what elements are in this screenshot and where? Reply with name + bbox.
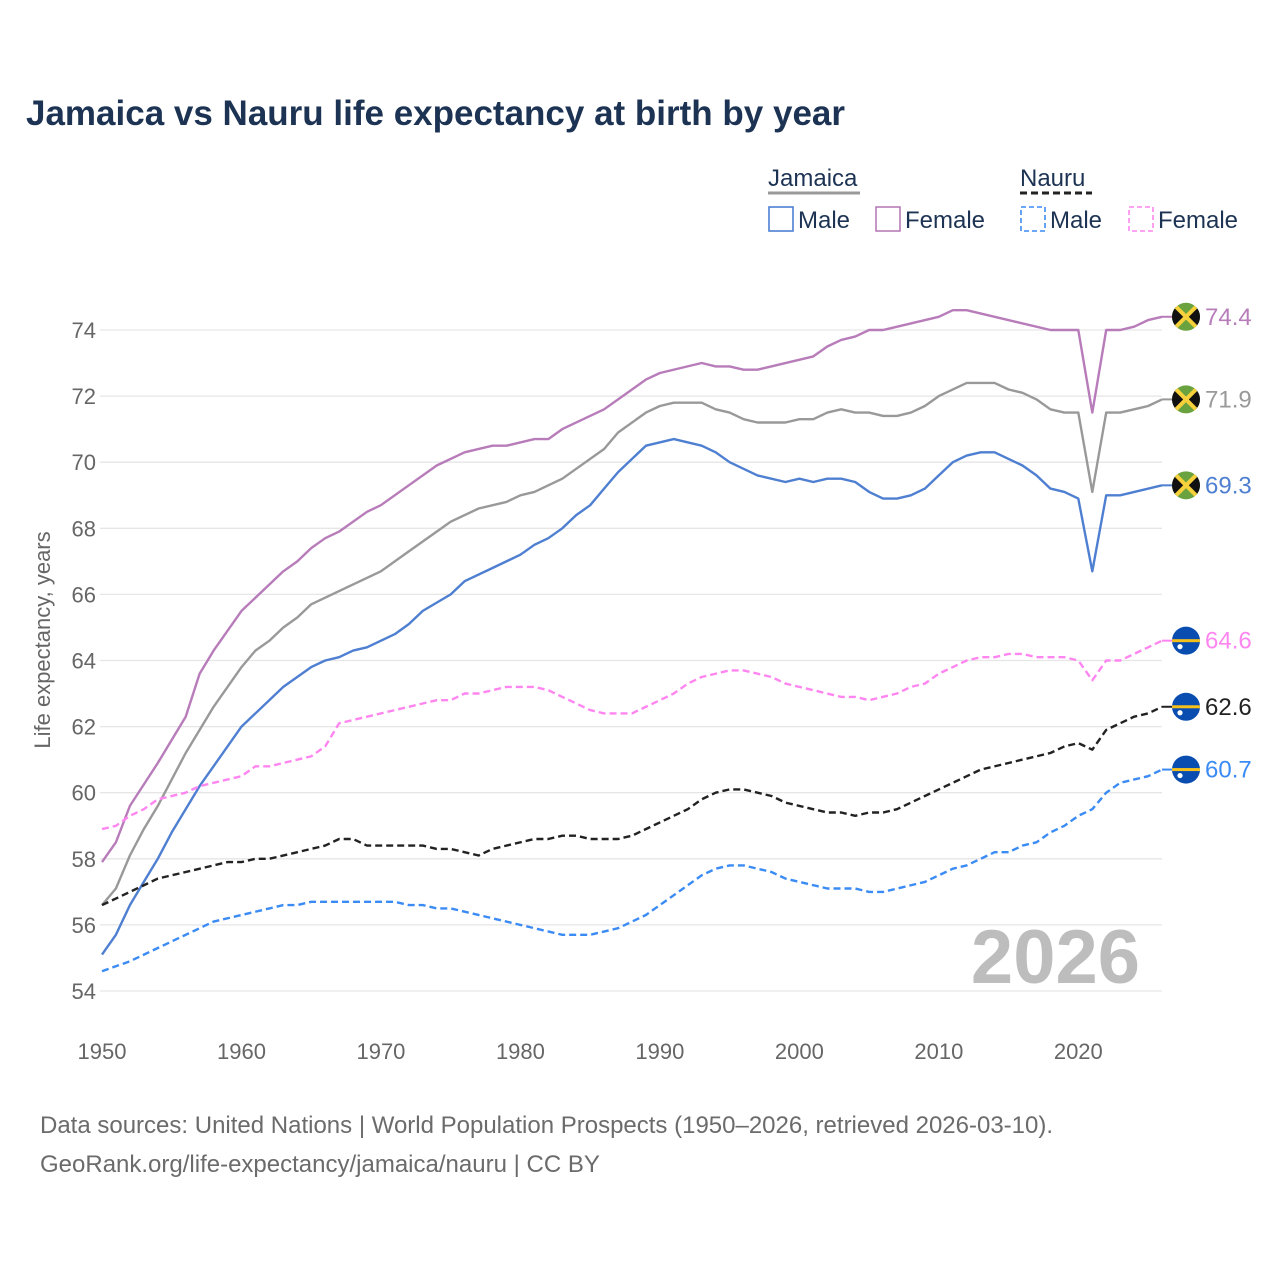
- legend-group-title: Jamaica: [768, 165, 858, 192]
- series-line-jamaica: [101, 381, 1163, 906]
- x-tick-label: 1970: [356, 1039, 405, 1064]
- y-axis-ticks: 54 56 58 60 62 64 66 68 70 72 74: [72, 318, 96, 1004]
- year-watermark: 2026: [971, 915, 1140, 1000]
- x-axis-ticks: 1950 1960 1970 1980 1990 2000 2010 2020: [78, 1039, 1103, 1064]
- gridlines: [100, 329, 1162, 992]
- flag-stripe: [1172, 705, 1200, 709]
- series-line-nauru-female: [101, 639, 1163, 831]
- y-tick-label: 64: [72, 649, 96, 674]
- y-tick-label: 56: [72, 913, 96, 938]
- y-tick-label: 68: [72, 516, 96, 541]
- legend-swatch: [768, 206, 794, 232]
- x-tick-label: 1990: [635, 1039, 684, 1064]
- flag-star: [1177, 772, 1183, 779]
- legend-item-label: Female: [905, 207, 985, 234]
- flag-body: [1172, 626, 1200, 655]
- y-tick-label: 62: [72, 715, 96, 740]
- jamaica-flag-icon: [1172, 471, 1200, 500]
- x-tick-label: 1980: [496, 1039, 545, 1064]
- x-tick-label: 2020: [1054, 1039, 1103, 1064]
- y-tick-label: 54: [72, 979, 96, 1004]
- series-line-jamaica-female: [101, 309, 1163, 863]
- flag-black: [1186, 471, 1200, 500]
- series-line-nauru: [101, 705, 1163, 907]
- source-note: Data sources: United Nations | World Pop…: [40, 1106, 1053, 1184]
- flag-body: [1172, 471, 1200, 500]
- jamaica-flag-icon: [1172, 385, 1200, 414]
- x-tick-label: 2010: [914, 1039, 963, 1064]
- legend-item-label: Male: [798, 207, 850, 234]
- end-value-label: 69.3: [1205, 472, 1252, 499]
- legend-swatch: [1128, 206, 1154, 232]
- y-tick-label: 74: [72, 318, 96, 343]
- x-tick-label: 1950: [78, 1039, 127, 1064]
- y-tick-label: 60: [72, 781, 96, 806]
- x-tick-label: 2000: [775, 1039, 824, 1064]
- y-tick-label: 58: [72, 847, 96, 872]
- end-value-label: 64.6: [1205, 628, 1252, 655]
- end-value-label: 60.7: [1205, 757, 1252, 784]
- series-lines: [101, 309, 1163, 973]
- y-tick-label: 66: [72, 582, 96, 607]
- legend-item-label: Female: [1158, 207, 1238, 234]
- end-labels: 74.4 71.9 69.3 64.6 62.6 60.7: [1162, 302, 1252, 784]
- flag-stripe: [1172, 768, 1200, 772]
- flag-black: [1172, 385, 1186, 414]
- series-line-nauru-male: [101, 768, 1163, 973]
- series-line-jamaica-male: [101, 437, 1163, 956]
- y-axis-label: Life expectancy, years: [30, 531, 55, 748]
- y-tick-label: 70: [72, 450, 96, 475]
- flag-star: [1177, 644, 1183, 650]
- legend: Jamaica Male Female Nauru Male Female: [768, 165, 1238, 234]
- flag-body: [1172, 692, 1200, 721]
- source-line-1: Data sources: United Nations | World Pop…: [40, 1112, 1054, 1139]
- flag-body: [1172, 385, 1200, 414]
- jamaica-flag-icon: [1172, 302, 1200, 331]
- chart-title: Jamaica vs Nauru life expectancy at birt…: [26, 94, 845, 133]
- end-value-label: 62.6: [1205, 694, 1252, 721]
- legend-swatch: [1020, 206, 1046, 232]
- flag-stripe: [1172, 639, 1200, 643]
- legend-swatch: [875, 206, 901, 232]
- nauru-flag-icon: [1172, 692, 1200, 721]
- nauru-flag-icon: [1172, 755, 1200, 784]
- flag-star: [1177, 710, 1183, 716]
- y-tick-label: 72: [72, 384, 96, 409]
- flag-body: [1172, 302, 1200, 331]
- flag-black: [1186, 385, 1200, 414]
- x-tick-label: 1960: [217, 1039, 266, 1064]
- end-value-label: 71.9: [1205, 386, 1252, 413]
- flag-black: [1172, 471, 1186, 500]
- nauru-flag-icon: [1172, 626, 1200, 655]
- flag-black: [1172, 302, 1186, 331]
- legend-item-label: Male: [1050, 207, 1102, 234]
- flag-body: [1172, 755, 1200, 784]
- legend-group-title: Nauru: [1020, 165, 1085, 192]
- end-value-label: 74.4: [1205, 304, 1252, 331]
- flag-black: [1186, 302, 1200, 331]
- source-line-2[interactable]: GeoRank.org/life-expectancy/jamaica/naur…: [40, 1151, 600, 1178]
